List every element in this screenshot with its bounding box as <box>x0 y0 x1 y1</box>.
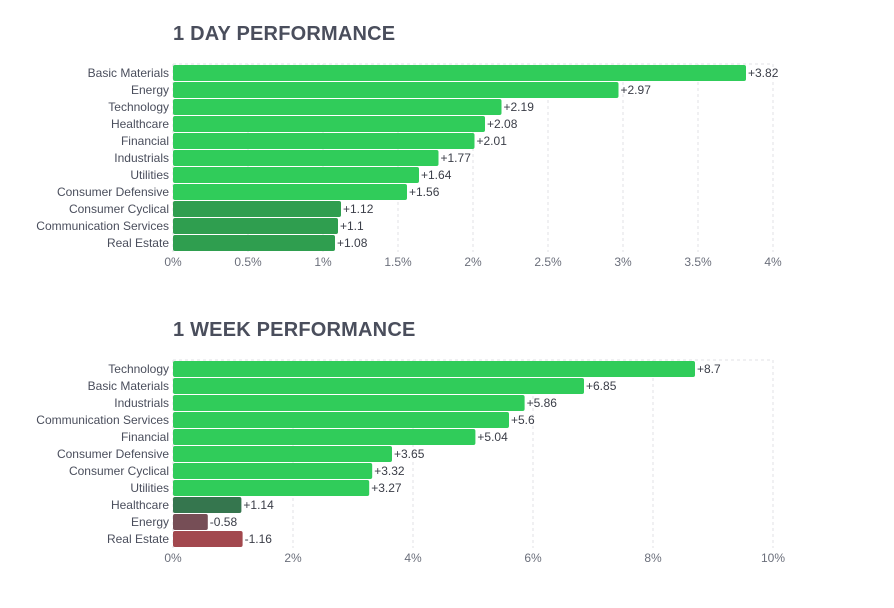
bar <box>173 497 242 513</box>
category-label: Real Estate <box>107 532 169 546</box>
category-label: Consumer Cyclical <box>69 202 169 216</box>
category-label: Technology <box>108 362 169 376</box>
category-label: Consumer Defensive <box>57 185 169 199</box>
data-label: +5.04 <box>477 430 508 444</box>
bar <box>173 167 419 183</box>
bar <box>173 463 373 479</box>
chart-title-1-week: 1 WEEK PERFORMANCE <box>173 319 416 341</box>
bar <box>173 446 392 462</box>
data-label: +3.27 <box>371 481 402 495</box>
bar <box>173 65 746 81</box>
category-label: Industrials <box>114 396 169 410</box>
bar <box>173 133 475 149</box>
bar <box>173 184 407 200</box>
bar <box>173 480 370 496</box>
x-tick-label: 0.5% <box>234 255 262 269</box>
data-label: -0.58 <box>210 515 238 529</box>
category-label: Technology <box>108 100 169 114</box>
category-label: Financial <box>121 134 169 148</box>
bar <box>173 361 695 377</box>
category-label: Financial <box>121 430 169 444</box>
bar <box>173 150 439 166</box>
category-label: Energy <box>131 83 169 97</box>
x-tick-label: 8% <box>644 551 662 565</box>
bar <box>173 378 584 394</box>
data-label: -1.16 <box>245 532 273 546</box>
category-label: Industrials <box>114 151 169 165</box>
data-label: +3.32 <box>374 464 405 478</box>
x-tick-label: 0% <box>164 255 182 269</box>
data-label: +1.08 <box>337 236 368 250</box>
data-label: +1.77 <box>441 151 472 165</box>
data-label: +5.86 <box>527 396 558 410</box>
data-label: +1.12 <box>343 202 374 216</box>
data-label: +2.08 <box>487 117 518 131</box>
category-label: Communication Services <box>36 219 169 233</box>
category-label: Utilities <box>130 481 169 495</box>
chart-1-week-performance: 0% 2% 4% 6% 8% 10% Technology +8.7 Basic Materia… <box>36 359 785 565</box>
x-tick-label: 1.5% <box>384 255 412 269</box>
bar <box>173 99 502 115</box>
category-label: Utilities <box>130 168 169 182</box>
bar <box>173 235 335 251</box>
data-label: +1.64 <box>421 168 452 182</box>
bar <box>173 429 476 445</box>
x-tick-label: 4% <box>764 255 782 269</box>
bar <box>173 82 619 98</box>
data-label: +6.85 <box>586 379 617 393</box>
x-tick-label: 10% <box>761 551 785 565</box>
data-label: +8.7 <box>697 362 721 376</box>
x-tick-label: 6% <box>524 551 542 565</box>
category-label: Consumer Cyclical <box>69 464 169 478</box>
bar <box>173 514 208 530</box>
x-tick-label: 0% <box>164 551 182 565</box>
data-label: +1.1 <box>340 219 364 233</box>
x-tick-label: 3.5% <box>684 255 712 269</box>
category-label: Healthcare <box>111 498 169 512</box>
chart-title-1-day: 1 DAY PERFORMANCE <box>173 23 396 45</box>
x-tick-label: 2% <box>464 255 482 269</box>
category-label: Communication Services <box>36 413 169 427</box>
bar <box>173 531 243 547</box>
data-label: +3.82 <box>748 66 779 80</box>
data-label: +1.56 <box>409 185 440 199</box>
category-label: Consumer Defensive <box>57 447 169 461</box>
category-label: Basic Materials <box>88 379 169 393</box>
category-label: Basic Materials <box>88 66 169 80</box>
category-label: Real Estate <box>107 236 169 250</box>
data-label: +2.19 <box>504 100 535 114</box>
x-tick-label: 4% <box>404 551 422 565</box>
bar <box>173 395 525 411</box>
data-label: +2.97 <box>621 83 652 97</box>
bar <box>173 201 341 217</box>
x-tick-label: 3% <box>614 255 632 269</box>
category-label: Healthcare <box>111 117 169 131</box>
data-label: +1.14 <box>243 498 274 512</box>
bar <box>173 218 338 234</box>
category-label: Energy <box>131 515 169 529</box>
data-label: +5.6 <box>511 413 535 427</box>
bar <box>173 412 509 428</box>
x-tick-label: 2% <box>284 551 302 565</box>
chart-1-day-performance: 0% 0.5% 1% 1.5% 2% 2.5% 3% 3.5% 4% Basic Material… <box>36 63 782 269</box>
x-tick-label: 2.5% <box>534 255 562 269</box>
x-tick-label: 1% <box>314 255 332 269</box>
data-label: +2.01 <box>477 134 508 148</box>
data-label: +3.65 <box>394 447 425 461</box>
bar <box>173 116 485 132</box>
